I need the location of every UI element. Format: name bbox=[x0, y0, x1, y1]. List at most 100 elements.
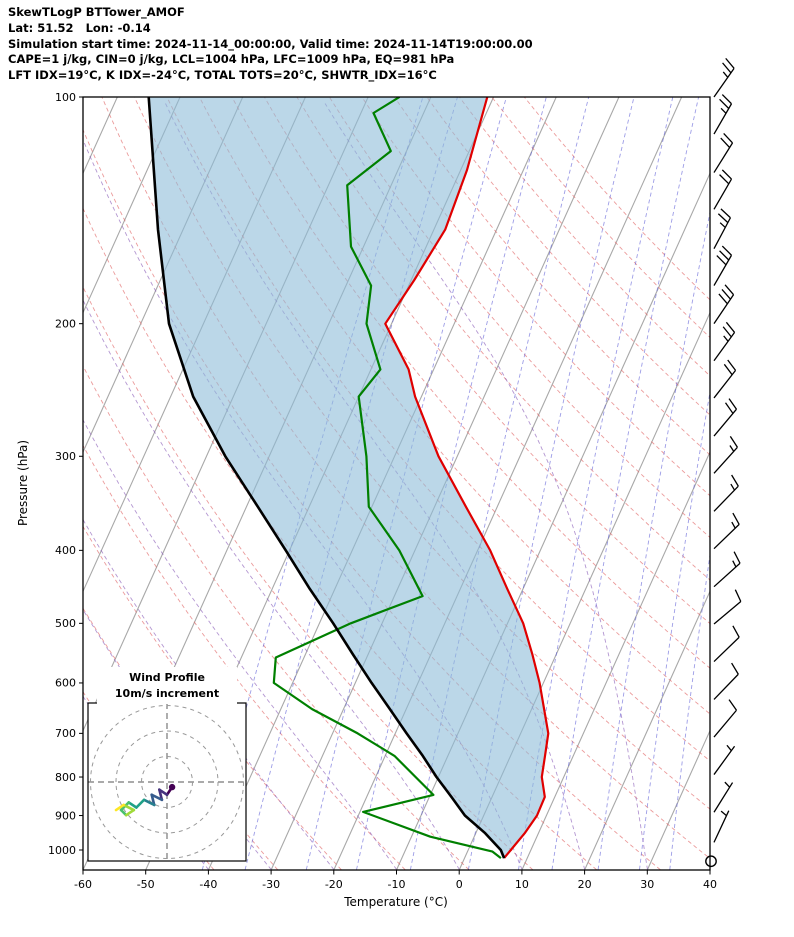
wind-barb-staff bbox=[713, 636, 740, 663]
mixing-ratio-line bbox=[518, 97, 674, 870]
wind-barb-full bbox=[720, 208, 731, 219]
x-axis-label: Temperature (°C) bbox=[343, 895, 448, 909]
wind-barb-staff bbox=[713, 745, 736, 775]
mixing-ratio-line bbox=[551, 97, 700, 870]
wind-barb-staff bbox=[713, 103, 733, 135]
dry-adiabat-line bbox=[394, 97, 710, 456]
wind-barb-staff bbox=[713, 332, 736, 362]
shaded-area-group bbox=[148, 97, 549, 859]
temperature-tick-label: -30 bbox=[262, 878, 280, 891]
wind-barb-full bbox=[722, 326, 732, 338]
wind-barb-full bbox=[723, 363, 733, 376]
moist-adiabat-line bbox=[83, 418, 397, 870]
hodograph-ring bbox=[115, 730, 219, 834]
wind-barb-half bbox=[730, 483, 736, 491]
wind-barb-full bbox=[721, 245, 732, 256]
wind-barb-staff bbox=[713, 562, 741, 588]
wind-barb-staff bbox=[713, 178, 733, 210]
isotherm-line bbox=[709, 868, 710, 870]
mixing-ratio-line bbox=[409, 97, 590, 870]
wind-barb-staff bbox=[713, 810, 730, 843]
sounding-curves bbox=[147, 97, 550, 859]
hodograph-trace-segment bbox=[150, 793, 156, 807]
hodograph-ring bbox=[90, 705, 244, 859]
temperature-tick-label: -40 bbox=[199, 878, 217, 891]
moist-adiabat-line bbox=[83, 299, 460, 870]
calm-wind-circle bbox=[705, 855, 717, 868]
hodograph-grid bbox=[88, 703, 246, 861]
wind-barb-full bbox=[731, 474, 739, 487]
wind-barb-column bbox=[705, 57, 742, 868]
wind-barb-full bbox=[720, 137, 731, 149]
wind-barb-full bbox=[716, 255, 727, 266]
hodograph-trace-segment bbox=[150, 793, 164, 802]
wind-barb-staff bbox=[713, 294, 735, 325]
hodograph-ring bbox=[141, 756, 193, 808]
wind-barb-staff bbox=[713, 782, 734, 813]
temperature-tick-label: -10 bbox=[388, 878, 406, 891]
wind-barb-full bbox=[724, 402, 734, 414]
wind-barb-full bbox=[721, 288, 731, 300]
wind-barb-half bbox=[720, 107, 727, 114]
pressure-tick-label: 200 bbox=[55, 317, 76, 330]
pressure-tick-label: 400 bbox=[55, 544, 76, 557]
page-title: SkewTLogP BTTower_AMOF bbox=[8, 5, 185, 19]
header-indices-1: CAPE=1 j/kg, CIN=0 j/kg, LCL=1004 hPa, L… bbox=[8, 52, 455, 67]
y-axis-label: Pressure (hPa) bbox=[16, 440, 30, 526]
wind-barb-full bbox=[717, 213, 729, 224]
hodograph-trace-segment bbox=[135, 798, 146, 809]
wind-barb-full bbox=[722, 62, 732, 74]
wind-barb-half bbox=[731, 521, 736, 529]
isotherm-line bbox=[83, 97, 181, 315]
wind-barb-full bbox=[729, 435, 738, 448]
header-times: Simulation start time: 2024-11-14_00:00:… bbox=[8, 36, 533, 51]
wind-barb-half bbox=[722, 71, 729, 78]
parcel-curve bbox=[147, 97, 506, 859]
moist-adiabat-line bbox=[324, 103, 648, 870]
hodograph-subtitle: 10m/s increment bbox=[115, 687, 219, 700]
wind-barb-full bbox=[725, 57, 735, 69]
dry-adiabat-line bbox=[361, 97, 710, 497]
wind-barb-full bbox=[721, 94, 732, 105]
wind-barb-half bbox=[729, 445, 735, 452]
pressure-tick-label: 300 bbox=[55, 450, 76, 463]
wind-barb-half bbox=[720, 810, 727, 817]
mixing-ratio-line bbox=[639, 389, 710, 870]
wind-barb-full bbox=[721, 169, 732, 180]
pressure-tick-label: 100 bbox=[55, 91, 76, 104]
wind-barb-staff bbox=[713, 673, 739, 700]
pressure-tick-label: 800 bbox=[55, 771, 76, 784]
wind-barb-staff bbox=[713, 485, 739, 512]
wind-barb-half bbox=[724, 781, 731, 788]
temperature-tick-label: -20 bbox=[325, 878, 343, 891]
isotherm-line bbox=[646, 729, 710, 870]
mixing-ratio-line bbox=[467, 97, 635, 870]
wind-barb-full bbox=[734, 589, 742, 602]
wind-barb-staff bbox=[713, 709, 737, 738]
temperature-tick-label: 20 bbox=[578, 878, 592, 891]
pressure-tick-label: 600 bbox=[55, 677, 76, 690]
mixing-ratio-line bbox=[597, 210, 710, 870]
hodograph-trace-segment bbox=[142, 798, 156, 807]
temperature-tick-label: -60 bbox=[74, 878, 92, 891]
header-block: SkewTLogP BTTower_AMOF Lat: 51.52 Lon: -… bbox=[8, 5, 533, 84]
wind-barb-staff bbox=[713, 254, 733, 286]
isotherm-line bbox=[521, 450, 710, 870]
hodograph-trace-segment bbox=[158, 788, 164, 802]
wind-barb-staff bbox=[713, 142, 734, 173]
wind-barb-full bbox=[719, 98, 730, 109]
wind-barb-half bbox=[726, 744, 732, 752]
isotherm-line bbox=[333, 97, 683, 870]
wind-barb-full bbox=[728, 699, 738, 711]
wind-barb-full bbox=[731, 662, 739, 675]
pressure-tick-label: 1000 bbox=[48, 844, 76, 857]
hodograph-trace-segment bbox=[127, 801, 138, 809]
dry-adiabat-line bbox=[83, 286, 534, 870]
wind-barb-staff bbox=[713, 217, 732, 249]
wind-barb-half bbox=[719, 222, 726, 228]
wind-barb-staff bbox=[713, 369, 737, 399]
wind-barb-full bbox=[719, 250, 730, 261]
wind-barb-full bbox=[718, 293, 728, 305]
mixing-ratio-line bbox=[669, 552, 710, 870]
